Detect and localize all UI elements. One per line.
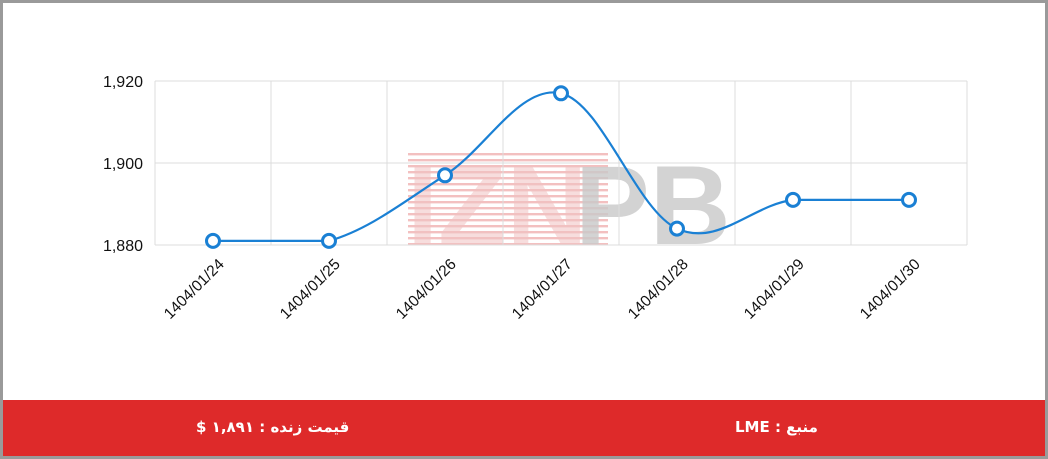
live-price-label: قیمت زنده : ۱,۸۹۱ $	[196, 418, 350, 436]
data-points	[205, 85, 917, 249]
y-tick-label: 1,920	[103, 74, 143, 91]
y-axis: 1,880 1,900 1,920	[103, 74, 143, 255]
footer-bar: قیمت زنده : ۱,۸۹۱ $ منبع : LME	[3, 400, 1045, 456]
y-tick-label: 1,880	[103, 238, 143, 255]
data-point	[205, 232, 221, 249]
x-tick-label: 1404/01/24	[161, 256, 228, 323]
data-point	[901, 191, 917, 208]
x-tick-label: 1404/01/29	[741, 256, 808, 323]
data-point	[437, 167, 453, 184]
data-point	[785, 191, 801, 208]
chart-card: IZN PB 1,880 1,900 1,920 1404/01/24 1404/01/…	[3, 3, 1045, 456]
chart-grid	[154, 80, 968, 246]
data-point	[669, 220, 685, 237]
x-tick-label: 1404/01/30	[857, 256, 924, 323]
x-tick-label: 1404/01/25	[277, 256, 344, 323]
source-label: منبع : LME	[735, 418, 818, 436]
watermark-text-red: IZN	[407, 143, 587, 268]
watermark-text-gray: PB	[575, 143, 731, 268]
data-point	[321, 232, 337, 249]
data-point	[553, 85, 569, 102]
y-tick-label: 1,900	[103, 156, 143, 173]
